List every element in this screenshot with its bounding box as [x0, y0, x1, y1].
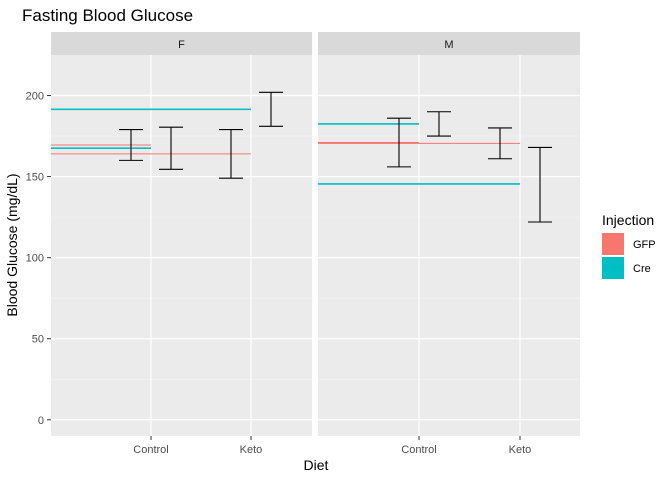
- facet-strip: [318, 32, 580, 55]
- legend: Injection GFP Cre: [602, 212, 656, 279]
- panel-background: [51, 55, 312, 436]
- y-tick-label: 150: [26, 172, 44, 184]
- x-tick-label: Control: [133, 444, 168, 456]
- x-tick-label: Keto: [509, 444, 532, 456]
- panel-M: M Control Keto: [318, 32, 580, 456]
- x-axis-title: Diet: [304, 457, 329, 473]
- error-bar: [427, 111, 451, 137]
- legend-key-cre: [602, 257, 624, 279]
- y-tick-label: 200: [26, 91, 44, 103]
- y-tick-label: 100: [26, 253, 44, 265]
- facet-strip: [51, 32, 312, 55]
- panels: F Control Keto M Control Keto: [51, 32, 580, 456]
- x-tick-label: Control: [401, 444, 436, 456]
- legend-label-cre: Cre: [633, 263, 651, 275]
- y-axis-title: Blood Glucose (mg/dL): [4, 173, 20, 316]
- error-bar: [119, 129, 143, 161]
- x-tick-label: Keto: [240, 444, 263, 456]
- legend-key-gfp: [602, 233, 624, 255]
- y-tick-label: 50: [32, 334, 44, 346]
- error-bar: [488, 127, 512, 160]
- error-bar: [259, 91, 283, 127]
- error-bar: [387, 117, 411, 168]
- error-bar: [159, 126, 183, 170]
- y-tick-label: 0: [38, 415, 44, 427]
- facet-label: M: [444, 39, 453, 51]
- facet-label: F: [178, 39, 185, 51]
- panel-background: [318, 55, 580, 436]
- legend-label-gfp: GFP: [633, 239, 656, 251]
- chart-title: Fasting Blood Glucose: [22, 6, 193, 25]
- legend-title: Injection: [602, 212, 654, 228]
- y-axis: 0 50 100 150 200: [26, 91, 51, 427]
- error-bar: [528, 146, 552, 223]
- panel-F: F Control Keto: [51, 32, 312, 456]
- error-bar: [219, 129, 243, 179]
